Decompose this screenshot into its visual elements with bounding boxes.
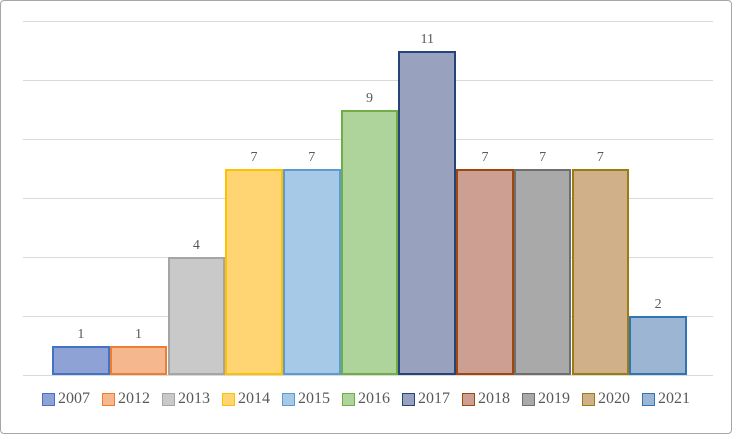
bar-value-label-2007: 1	[77, 326, 85, 342]
legend-item-2016: 2016	[342, 391, 390, 407]
bar-2020	[571, 168, 630, 375]
legend-item-2017: 2017	[402, 391, 450, 407]
bar-2014	[225, 168, 283, 375]
legend-swatch-icon	[162, 392, 175, 406]
legend-swatch-icon	[102, 392, 115, 406]
legend-item-2015: 2015	[282, 391, 330, 407]
bar-value-label-2015: 7	[308, 149, 316, 165]
bar-2018	[456, 168, 514, 375]
legend-label: 2017	[418, 390, 450, 407]
legend-label: 2019	[538, 390, 570, 407]
legend-item-2020: 2020	[582, 391, 630, 407]
legend-swatch-icon	[282, 392, 295, 406]
bar-2012	[109, 345, 168, 375]
bar-2007	[52, 345, 110, 375]
gridline-y-12	[23, 21, 713, 22]
legend-label: 2021	[658, 390, 690, 407]
legend-swatch-icon	[342, 392, 355, 406]
legend-swatch-icon	[462, 392, 475, 406]
bar-value-label-2012: 1	[135, 326, 143, 342]
legend-label: 2012	[118, 390, 150, 407]
legend-label: 2016	[358, 390, 390, 407]
legend-item-2012: 2012	[102, 391, 150, 407]
legend-item-2018: 2018	[462, 391, 510, 407]
bar-value-label-2018: 7	[481, 149, 489, 165]
legend: 2007 2012 2013 2014 2015 2016 2017 2018 2019 2020…	[1, 391, 731, 407]
bar-value-label-2021: 2	[654, 297, 662, 312]
bar-2016	[340, 109, 399, 375]
bar-value-label-2014: 7	[250, 149, 258, 165]
bar-2015	[282, 168, 341, 375]
legend-item-2021: 2021	[642, 391, 690, 407]
bar-value-label-2019: 7	[539, 149, 547, 165]
legend-item-2007: 2007	[42, 391, 90, 407]
legend-label: 2015	[298, 390, 330, 407]
bar-value-label-2013: 4	[192, 238, 200, 253]
legend-label: 2014	[238, 390, 270, 407]
bar-2019	[513, 168, 572, 375]
bar-value-label-2017: 11	[420, 31, 434, 47]
legend-item-2014: 2014	[222, 391, 270, 407]
bar-2021	[629, 316, 687, 375]
gridline-y-0	[23, 375, 713, 376]
legend-swatch-icon	[402, 392, 415, 406]
bar-2017	[398, 50, 457, 375]
legend-swatch-icon	[522, 392, 535, 406]
legend-item-2019: 2019	[522, 391, 570, 407]
legend-swatch-icon	[582, 392, 595, 406]
legend-item-2013: 2013	[162, 391, 210, 407]
legend-swatch-icon	[642, 392, 655, 406]
legend-swatch-icon	[222, 392, 235, 406]
legend-label: 2018	[478, 390, 510, 407]
bar-value-label-2020: 7	[596, 149, 604, 165]
bar-value-label-2016: 9	[365, 90, 373, 106]
legend-label: 2013	[178, 390, 210, 407]
legend-label: 2020	[598, 390, 630, 407]
legend-label: 2007	[58, 390, 90, 407]
legend-swatch-icon	[42, 392, 55, 406]
gridline-y-10	[23, 80, 713, 81]
bar-2013	[167, 257, 226, 375]
